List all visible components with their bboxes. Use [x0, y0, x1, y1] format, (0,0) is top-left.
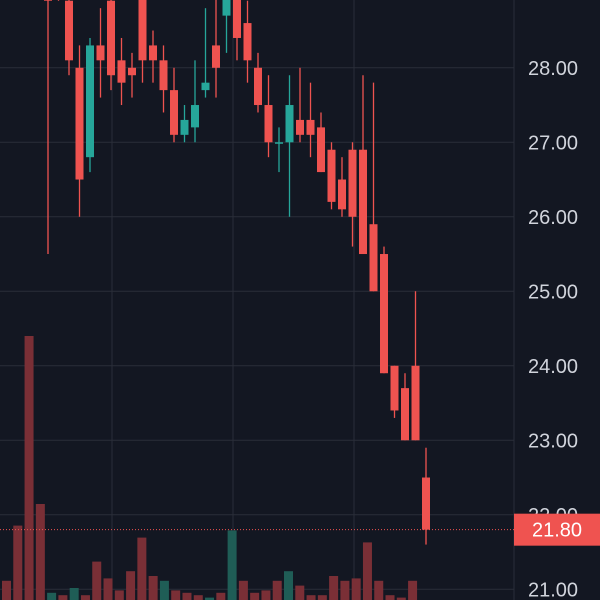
volume-bar	[317, 595, 327, 600]
volume-bar	[295, 585, 305, 600]
candle-body	[327, 149, 336, 202]
volume-bar	[351, 578, 361, 600]
candle-body	[65, 0, 73, 61]
volume-bar	[385, 595, 395, 600]
candle-body	[96, 45, 105, 61]
volume-bar	[103, 578, 113, 600]
candle-body	[44, 0, 52, 1]
candle-body	[128, 67, 136, 76]
candle-body	[243, 23, 252, 61]
candle-body	[180, 119, 189, 135]
candle-body	[222, 0, 231, 16]
candle-body	[107, 0, 115, 76]
candle-body	[264, 105, 273, 143]
candle-body	[401, 388, 409, 441]
candle-body	[275, 142, 283, 144]
candle-body	[317, 127, 325, 173]
candle-body	[369, 224, 378, 292]
volume-bar	[148, 576, 158, 600]
volume-bar	[126, 571, 136, 600]
volume-bar	[69, 588, 79, 600]
candle-body	[159, 60, 168, 91]
volume-bar	[216, 592, 226, 600]
candle-body	[338, 179, 346, 210]
candle-body	[380, 254, 388, 374]
volume-bar	[329, 576, 339, 600]
candle-body	[170, 90, 178, 135]
volume-bar	[306, 595, 316, 600]
candle-body	[201, 82, 210, 91]
volume-bar	[80, 595, 90, 600]
candle-body	[138, 0, 147, 61]
volume-bar	[137, 537, 147, 600]
candle-body	[411, 365, 420, 441]
last-price-tag: 21.80	[514, 513, 600, 546]
price-tick-label: 24.00	[528, 356, 578, 378]
candle-body	[117, 60, 126, 83]
candle-body	[422, 477, 430, 530]
candle-body	[296, 119, 304, 135]
candle-body	[254, 67, 262, 106]
candle-body	[191, 105, 199, 128]
volume-bar	[205, 597, 215, 600]
candle-body	[390, 365, 399, 411]
candle-body	[348, 149, 357, 217]
volume-bar	[374, 580, 384, 600]
volume-bar	[2, 580, 11, 600]
volume-bar	[47, 592, 57, 600]
candle-body	[285, 105, 294, 143]
price-tick-label: 21.00	[528, 579, 578, 600]
volume-bar	[250, 592, 260, 600]
price-tick-label: 27.00	[528, 132, 578, 154]
volume-bar	[272, 580, 282, 600]
price-tick-label: 23.00	[528, 430, 578, 452]
candle-body	[306, 119, 315, 135]
volume-bar	[92, 561, 102, 600]
candle-body	[233, 0, 241, 38]
volume-bar	[227, 530, 237, 600]
candle-body	[359, 149, 367, 255]
volume-bar	[284, 571, 293, 600]
volume-bar	[114, 590, 124, 600]
candle-body	[75, 67, 84, 180]
volume-bars	[2, 336, 418, 600]
candle-body	[149, 45, 157, 61]
volume-bar	[193, 595, 203, 600]
volume-bar	[35, 504, 45, 600]
volume-bar	[362, 542, 372, 600]
volume-bar	[182, 592, 192, 600]
volume-bar	[13, 525, 23, 600]
grid-lines	[0, 0, 514, 600]
price-tick-label: 28.00	[528, 58, 578, 80]
volume-bar	[408, 580, 418, 600]
volume-bar	[340, 580, 350, 600]
volume-bar	[24, 336, 34, 600]
volume-bar	[238, 580, 248, 600]
volume-bar	[171, 590, 181, 600]
candle-body	[212, 45, 220, 68]
price-tick-label: 25.00	[528, 281, 578, 303]
candle-body	[86, 45, 94, 158]
last-price-label: 21.80	[532, 520, 582, 542]
volume-bar	[58, 595, 68, 600]
volume-bar	[159, 580, 169, 600]
volume-bar	[261, 590, 271, 600]
price-tick-label: 26.00	[528, 207, 578, 229]
last-price-tag-bg	[514, 513, 600, 546]
volume-bar	[396, 597, 406, 600]
candles	[44, 0, 430, 545]
